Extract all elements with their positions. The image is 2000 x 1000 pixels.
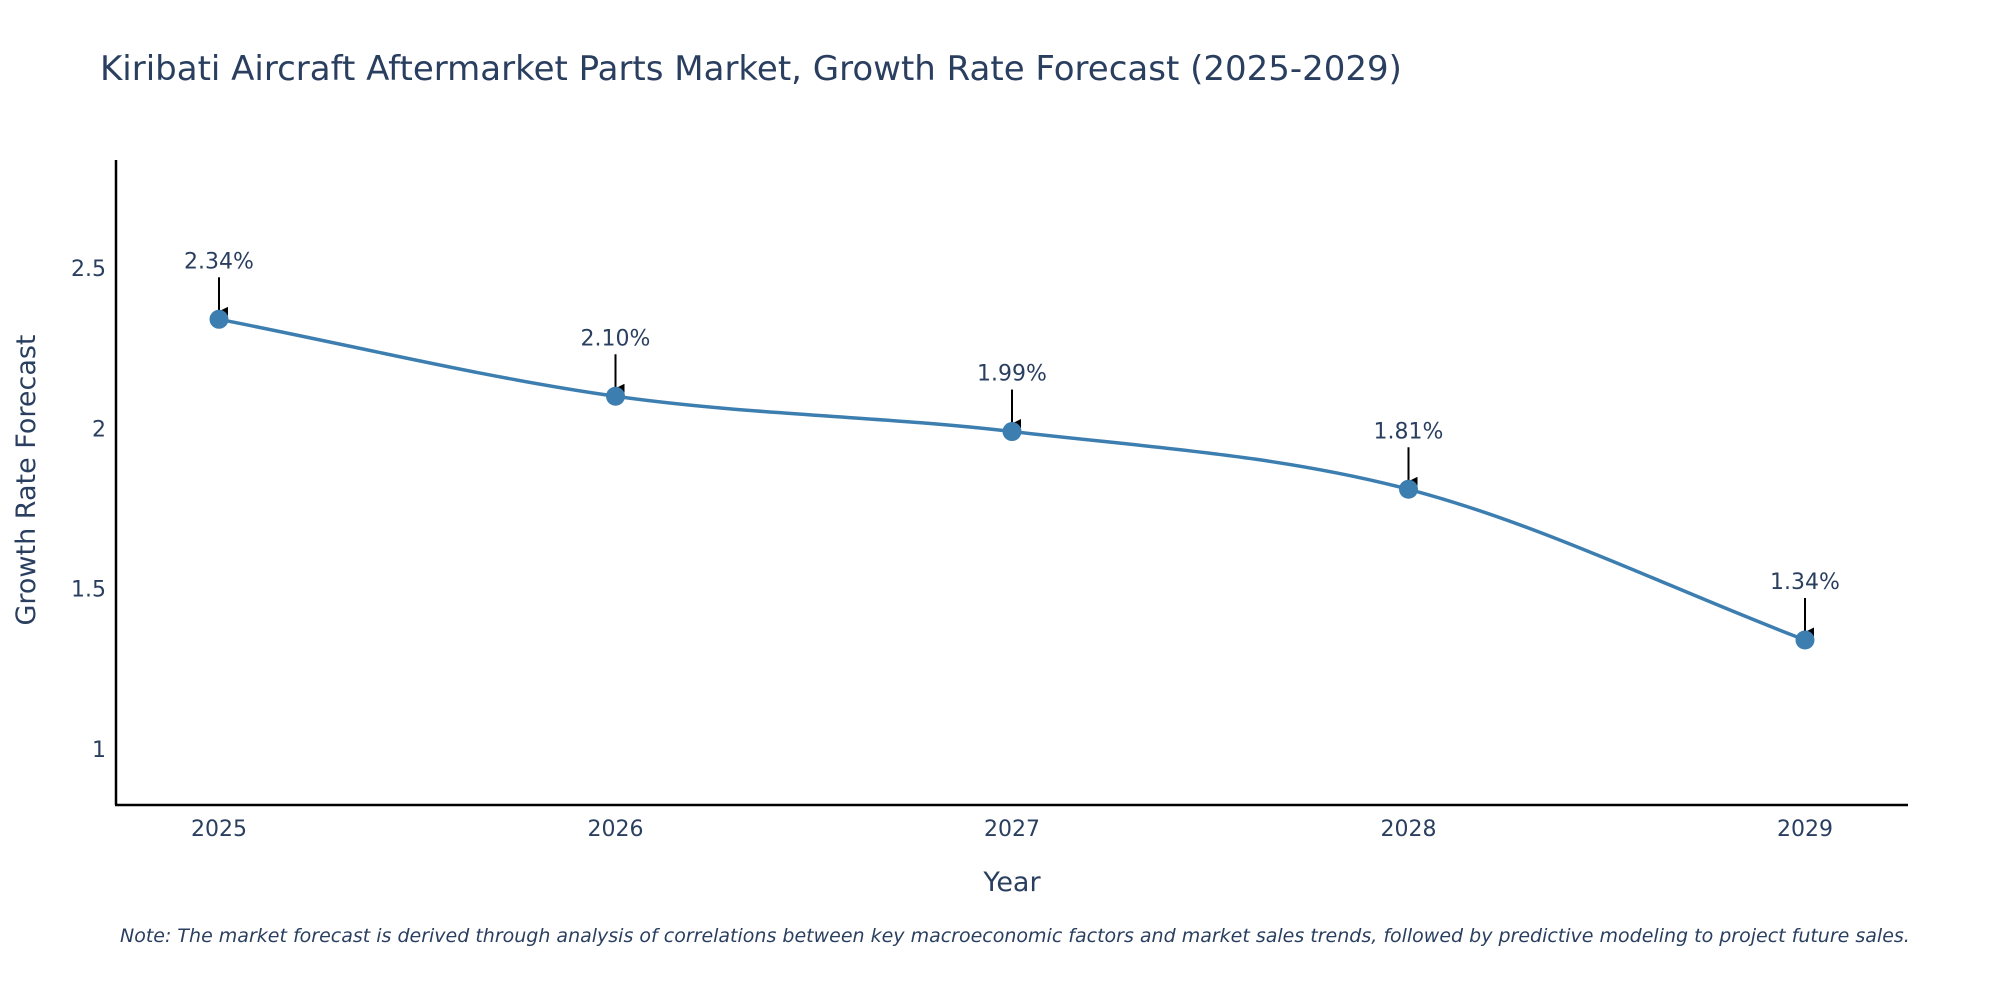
data-annotations: 2.34% 2.10% 1.99% 1.81% 1.34%	[184, 249, 1840, 637]
data-label: 1.99%	[977, 362, 1047, 387]
data-label: 2.34%	[184, 249, 254, 274]
x-tick-label: 2026	[588, 817, 644, 842]
y-tick-label: 1	[92, 738, 106, 763]
data-point	[1002, 422, 1022, 442]
y-axis-ticks: 1 1.5 2 2.5	[71, 257, 106, 763]
x-axis-ticks: 2025 2026 2027 2028 2029	[191, 817, 1833, 842]
data-label: 1.81%	[1374, 419, 1444, 444]
data-label: 1.34%	[1770, 570, 1840, 595]
x-tick-label: 2028	[1381, 817, 1437, 842]
y-tick-label: 1.5	[71, 578, 106, 603]
y-tick-label: 2.5	[71, 257, 106, 282]
data-markers	[209, 309, 1815, 650]
data-label: 2.10%	[581, 326, 651, 351]
x-tick-label: 2027	[984, 817, 1040, 842]
y-axis-title: Growth Rate Forecast	[11, 334, 42, 625]
data-point	[1399, 479, 1418, 499]
data-point	[606, 386, 625, 406]
x-tick-label: 2029	[1777, 817, 1833, 842]
chart-title: Kiribati Aircraft Aftermarket Parts Mark…	[100, 49, 1402, 89]
x-axis-title: Year	[982, 867, 1041, 898]
y-tick-label: 2	[92, 417, 106, 442]
x-tick-label: 2025	[191, 817, 247, 842]
data-point	[1795, 630, 1815, 650]
data-point	[209, 309, 229, 329]
footnote: Note: The market forecast is derived thr…	[120, 925, 1910, 947]
